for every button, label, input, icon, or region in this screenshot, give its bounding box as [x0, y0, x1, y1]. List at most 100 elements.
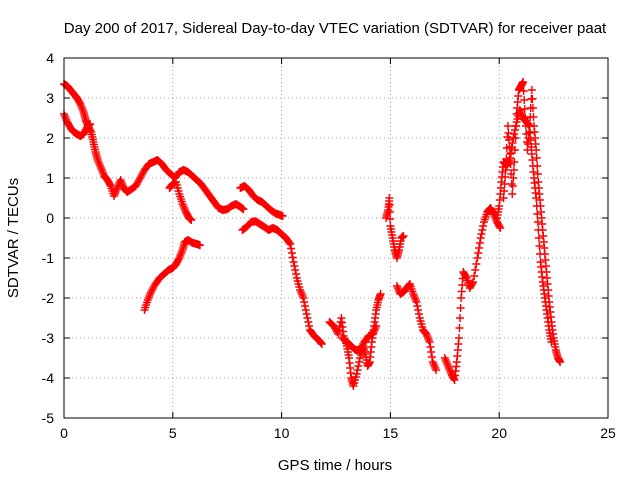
- data-point-marker: [495, 222, 504, 231]
- x-tick-label: 25: [600, 425, 616, 441]
- data-point-marker: [474, 249, 483, 257]
- data-point-marker: [534, 234, 543, 242]
- data-point-marker: [509, 174, 518, 182]
- y-tick-label: 0: [46, 210, 54, 226]
- data-point-marker: [529, 113, 538, 121]
- data-point-marker: [471, 266, 480, 274]
- data-point-marker: [278, 212, 287, 220]
- data-point-marker: [522, 138, 531, 146]
- data-point-marker: [297, 290, 306, 298]
- data-point-marker: [527, 143, 536, 151]
- data-point-marker: [414, 306, 423, 314]
- data-point-marker: [291, 266, 300, 274]
- data-point-marker: [532, 194, 541, 202]
- y-tick-label: -3: [42, 330, 55, 346]
- data-point-marker: [509, 166, 518, 174]
- data-point-marker: [86, 120, 95, 128]
- data-point-marker: [476, 234, 485, 242]
- series-arc-1: [60, 80, 248, 214]
- data-point-marker: [506, 154, 515, 162]
- data-point-marker: [352, 370, 361, 378]
- series-arc-4: [140, 236, 204, 314]
- series-arc-6: [238, 217, 326, 348]
- data-point-marker: [532, 154, 541, 162]
- x-axis-ticks: 0 5 10 15 20 25: [60, 58, 616, 441]
- data-point-marker: [507, 144, 516, 152]
- data-point-marker: [334, 330, 343, 338]
- x-tick-label: 20: [491, 425, 507, 441]
- x-tick-label: 5: [169, 425, 177, 441]
- data-point-marker: [299, 294, 308, 302]
- series-arc-10: [392, 280, 441, 374]
- data-point-marker: [509, 134, 518, 142]
- data-point-marker: [473, 254, 482, 262]
- data-point-marker: [287, 244, 296, 253]
- chart-title: Day 200 of 2017, Sidereal Day-to-day VTE…: [64, 20, 607, 37]
- data-point-marker: [385, 201, 394, 209]
- y-tick-label: 2: [46, 130, 54, 146]
- data-point-marker: [385, 208, 394, 216]
- data-point-marker: [286, 240, 295, 248]
- data-point-marker: [174, 255, 183, 264]
- data-point-marker: [496, 224, 505, 232]
- data-point-marker: [504, 129, 513, 137]
- y-tick-label: -4: [42, 370, 55, 386]
- data-point-marker: [524, 121, 533, 129]
- y-axis-label: SDTVAR / TECUs: [5, 178, 22, 298]
- data-point-marker: [302, 310, 311, 318]
- data-point-marker: [478, 226, 487, 234]
- data-point-marker: [196, 241, 204, 250]
- data-point-marker: [510, 130, 519, 138]
- data-point-marker: [239, 205, 248, 214]
- data-point-marker: [386, 215, 395, 223]
- data-point-marker: [479, 222, 488, 230]
- x-tick-label: 15: [383, 425, 399, 441]
- data-point-marker: [472, 260, 481, 268]
- series-arc-13: [493, 106, 556, 346]
- data-point-marker: [425, 338, 434, 346]
- data-point-marker: [355, 358, 364, 366]
- data-point-marker: [187, 216, 196, 224]
- data-point-marker: [503, 122, 512, 130]
- data-point-marker: [532, 146, 541, 154]
- data-point-marker: [456, 314, 465, 322]
- data-point-marker: [477, 230, 486, 238]
- data-point-marker: [290, 262, 299, 270]
- data-point-marker: [413, 302, 422, 310]
- data-point-marker: [506, 149, 515, 157]
- data-point-marker: [461, 272, 470, 281]
- data-point-marker: [532, 202, 541, 210]
- data-point-marker: [469, 278, 478, 286]
- series-arc-2: [60, 110, 95, 140]
- data-point-marker: [353, 366, 362, 374]
- data-point-marker: [528, 95, 537, 103]
- series-arc-7: [325, 290, 385, 390]
- data-point-marker: [556, 358, 565, 366]
- data-point-marker: [527, 86, 536, 94]
- data-point-marker: [427, 348, 436, 356]
- data-point-marker: [354, 362, 363, 370]
- data-point-marker: [533, 218, 542, 226]
- data-point-marker: [468, 279, 477, 288]
- data-point-marker: [511, 122, 520, 130]
- data-point-marker: [456, 304, 465, 312]
- data-points: [60, 78, 565, 390]
- y-tick-label: 3: [46, 90, 54, 106]
- data-point-marker: [508, 182, 517, 190]
- data-point-marker: [507, 180, 516, 188]
- data-point-marker: [300, 302, 309, 310]
- data-point-marker: [428, 353, 437, 361]
- series-arc-5: [236, 182, 287, 220]
- data-point-marker: [414, 310, 423, 318]
- data-point-marker: [285, 238, 294, 247]
- data-point-marker: [533, 210, 542, 218]
- data-point-marker: [547, 338, 556, 346]
- data-point-marker: [508, 190, 517, 198]
- data-point-marker: [520, 105, 529, 113]
- data-point-marker: [526, 136, 535, 144]
- data-point-marker: [510, 126, 519, 134]
- data-point-marker: [475, 239, 484, 247]
- y-tick-label: -1: [42, 250, 55, 266]
- series-arc-12: [499, 78, 565, 366]
